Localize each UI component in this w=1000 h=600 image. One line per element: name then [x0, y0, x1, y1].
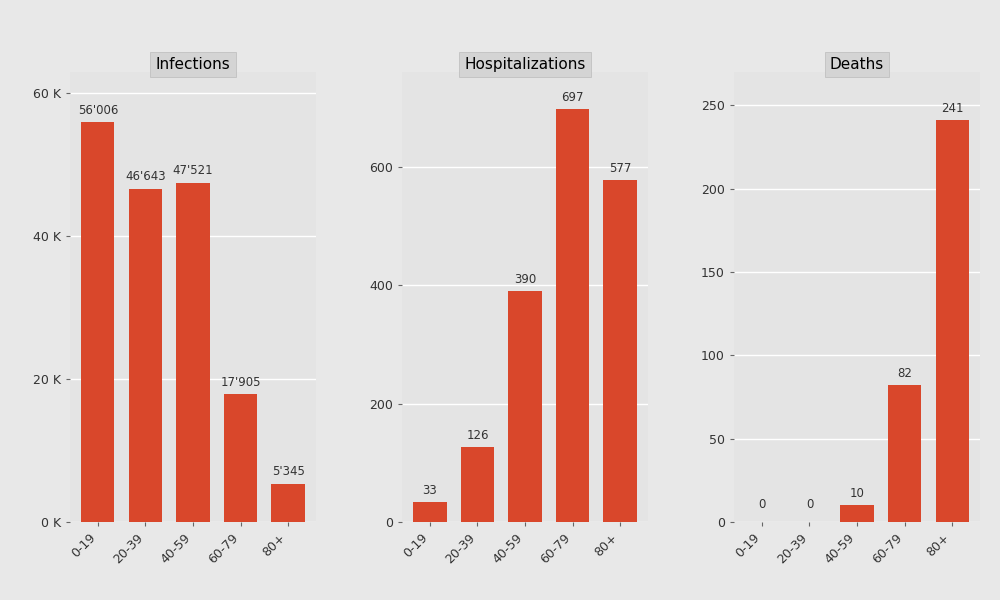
Bar [840, 505, 874, 522]
Bar [556, 109, 589, 522]
Text: 82: 82 [897, 367, 912, 380]
Text: 56'006: 56'006 [78, 104, 118, 116]
Bar [888, 385, 921, 522]
Bar [224, 394, 257, 522]
Bar [176, 182, 210, 522]
Bar [603, 181, 637, 522]
Text: 126: 126 [466, 429, 489, 442]
Title: Deaths: Deaths [830, 57, 884, 72]
Text: 10: 10 [850, 487, 864, 500]
Text: 697: 697 [561, 91, 584, 104]
Bar [936, 121, 969, 522]
Bar [508, 291, 542, 522]
Text: 5'345: 5'345 [272, 466, 305, 478]
Text: 577: 577 [609, 162, 631, 175]
Bar [413, 502, 447, 522]
Text: 47'521: 47'521 [173, 164, 213, 177]
Text: 17'905: 17'905 [220, 376, 261, 389]
Bar [271, 484, 305, 522]
Bar [129, 189, 162, 522]
Text: 33: 33 [422, 484, 437, 497]
Text: 46'643: 46'643 [125, 170, 166, 184]
Text: 390: 390 [514, 272, 536, 286]
Bar [461, 448, 494, 522]
Text: 0: 0 [758, 498, 766, 511]
Title: Hospitalizations: Hospitalizations [464, 57, 586, 72]
Title: Infections: Infections [156, 57, 230, 72]
Text: 241: 241 [941, 102, 963, 115]
Text: 0: 0 [806, 498, 813, 511]
Bar [81, 122, 114, 522]
